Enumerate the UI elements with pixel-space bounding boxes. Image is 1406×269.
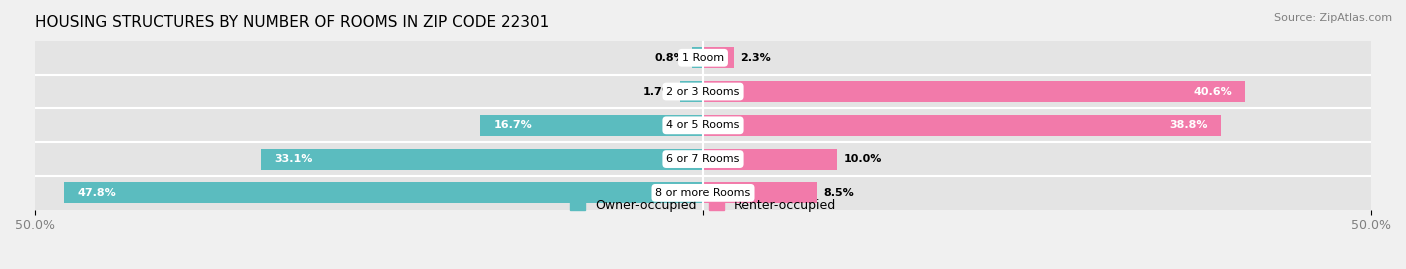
Bar xyxy=(703,81,1246,102)
Bar xyxy=(35,108,1371,142)
Bar xyxy=(692,47,703,68)
Text: 2 or 3 Rooms: 2 or 3 Rooms xyxy=(666,87,740,97)
Bar xyxy=(703,47,734,68)
Text: 2.3%: 2.3% xyxy=(741,53,770,63)
Bar xyxy=(65,182,703,203)
Text: 8 or more Rooms: 8 or more Rooms xyxy=(655,188,751,198)
Bar xyxy=(35,142,1371,176)
Bar xyxy=(35,75,1371,108)
Bar xyxy=(35,41,1371,75)
Text: 47.8%: 47.8% xyxy=(77,188,117,198)
Text: 33.1%: 33.1% xyxy=(274,154,312,164)
Bar xyxy=(703,182,817,203)
Text: 40.6%: 40.6% xyxy=(1194,87,1232,97)
Bar xyxy=(479,115,703,136)
Text: 6 or 7 Rooms: 6 or 7 Rooms xyxy=(666,154,740,164)
Text: 4 or 5 Rooms: 4 or 5 Rooms xyxy=(666,120,740,130)
Text: 38.8%: 38.8% xyxy=(1170,120,1208,130)
Bar xyxy=(35,176,1371,210)
Text: 1 Room: 1 Room xyxy=(682,53,724,63)
Bar xyxy=(703,149,837,169)
Text: 16.7%: 16.7% xyxy=(494,120,531,130)
Text: 0.8%: 0.8% xyxy=(655,53,686,63)
Legend: Owner-occupied, Renter-occupied: Owner-occupied, Renter-occupied xyxy=(565,194,841,217)
Text: 10.0%: 10.0% xyxy=(844,154,882,164)
Text: HOUSING STRUCTURES BY NUMBER OF ROOMS IN ZIP CODE 22301: HOUSING STRUCTURES BY NUMBER OF ROOMS IN… xyxy=(35,15,550,30)
Text: 8.5%: 8.5% xyxy=(824,188,853,198)
Text: Source: ZipAtlas.com: Source: ZipAtlas.com xyxy=(1274,13,1392,23)
Text: 1.7%: 1.7% xyxy=(643,87,673,97)
Bar xyxy=(260,149,703,169)
Bar xyxy=(703,115,1222,136)
Bar xyxy=(681,81,703,102)
